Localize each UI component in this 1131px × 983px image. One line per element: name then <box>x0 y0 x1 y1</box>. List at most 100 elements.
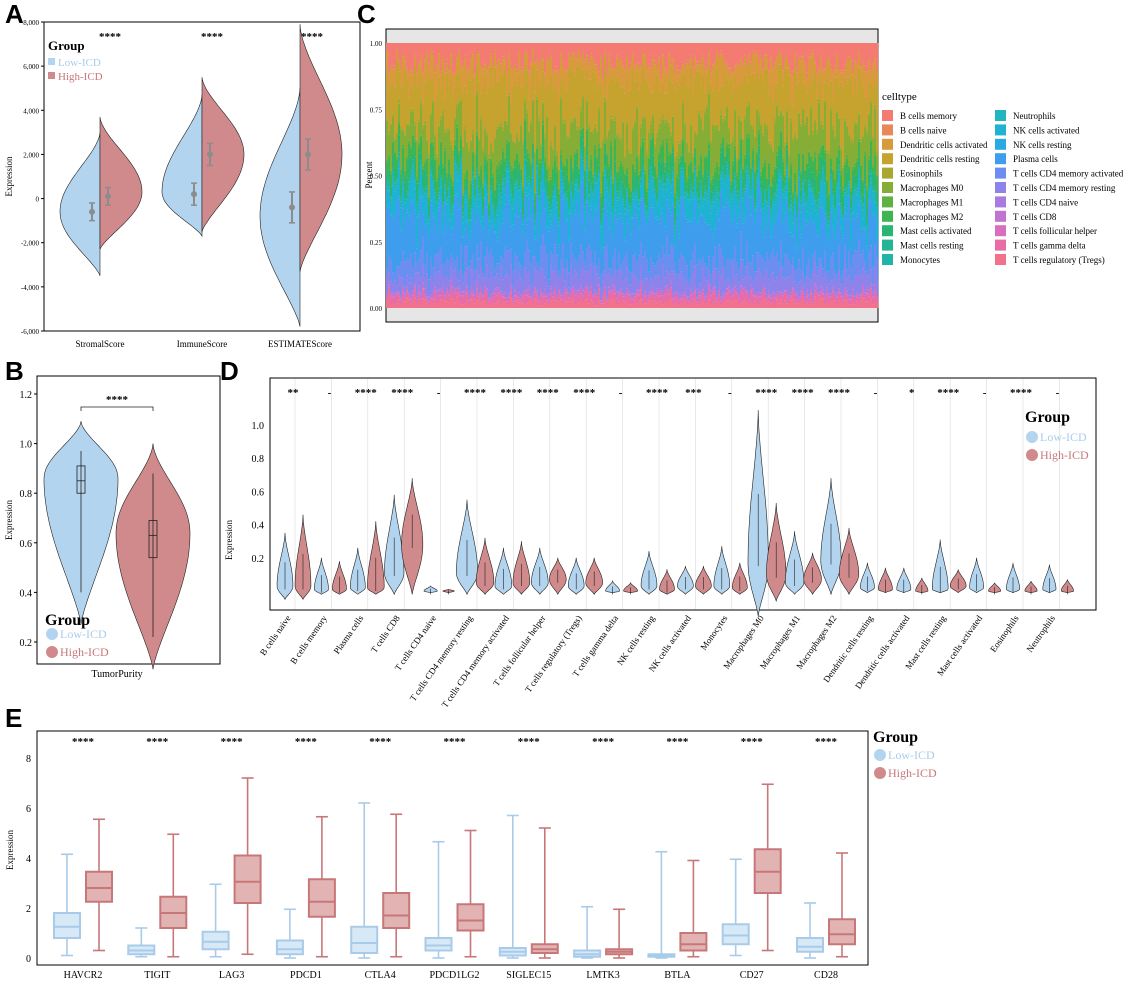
stacked-bar-segment <box>808 43 811 57</box>
stacked-bar-segment <box>776 104 779 107</box>
stacked-bar-segment <box>686 297 689 299</box>
stacked-bar-segment <box>496 80 499 127</box>
stacked-bar-segment <box>818 194 821 200</box>
stacked-bar-segment <box>420 305 423 308</box>
stacked-bar-segment <box>736 185 739 192</box>
stacked-bar-segment <box>696 70 699 134</box>
stacked-bar-segment <box>460 164 463 187</box>
stacked-bar-segment <box>544 210 547 247</box>
stacked-bar-segment <box>524 295 527 305</box>
stacked-bar-segment <box>458 204 461 210</box>
stacked-bar-segment <box>560 259 563 276</box>
stacked-bar-segment <box>638 182 641 200</box>
stacked-bar-segment <box>620 136 623 141</box>
stacked-bar-segment <box>720 143 723 148</box>
stacked-bar-segment <box>516 204 519 257</box>
stacked-bar-segment <box>768 178 771 185</box>
stacked-bar-segment <box>704 110 707 114</box>
stacked-bar-segment <box>722 265 725 293</box>
stacked-bar-segment <box>398 61 401 72</box>
stacked-bar-segment <box>828 228 831 240</box>
stacked-bar-segment <box>496 204 499 208</box>
stacked-bar-segment <box>776 83 779 105</box>
stacked-bar-segment <box>472 133 475 152</box>
stacked-bar-segment <box>586 287 589 289</box>
stacked-bar-segment <box>768 193 771 204</box>
stacked-bar-segment <box>618 293 621 295</box>
stacked-bar-segment <box>614 210 617 216</box>
stacked-bar-segment <box>454 157 457 161</box>
stacked-bar-segment <box>592 280 595 295</box>
stacked-bar-segment <box>668 169 671 174</box>
stacked-bar-segment <box>690 161 693 175</box>
stacked-bar-segment <box>644 217 647 219</box>
stacked-bar-segment <box>718 291 721 293</box>
stacked-bar-segment <box>814 62 817 72</box>
stacked-bar-segment <box>582 140 585 158</box>
stacked-bar-segment <box>658 290 661 294</box>
stacked-bar-segment <box>582 160 585 165</box>
stacked-bar-segment <box>412 291 415 294</box>
stacked-bar-segment <box>600 246 603 250</box>
stacked-bar-segment <box>722 292 725 295</box>
stacked-bar-segment <box>466 92 469 142</box>
stacked-bar-segment <box>766 294 769 297</box>
stacked-bar-segment <box>630 299 633 305</box>
stacked-bar-segment <box>662 304 665 308</box>
stacked-bar-segment <box>754 277 757 293</box>
stacked-bar-segment <box>396 177 399 180</box>
stacked-bar-segment <box>578 288 581 291</box>
stacked-bar-segment <box>484 178 487 182</box>
stacked-bar-segment <box>502 43 505 57</box>
stacked-bar-segment <box>388 72 391 74</box>
stacked-bar-segment <box>776 186 779 190</box>
stacked-bar-segment <box>654 193 657 197</box>
stacked-bar-segment <box>468 43 471 68</box>
stacked-bar-segment <box>620 43 623 57</box>
stacked-bar-segment <box>644 190 647 204</box>
stacked-bar-segment <box>420 196 423 199</box>
stacked-bar-segment <box>560 297 563 300</box>
stacked-bar-segment <box>480 293 483 303</box>
stacked-bar-segment <box>786 277 789 290</box>
stacked-bar-segment <box>692 170 695 173</box>
stacked-bar-segment <box>604 170 607 176</box>
stacked-bar-segment <box>542 161 545 164</box>
stacked-bar-segment <box>686 43 689 60</box>
stacked-bar-segment <box>608 43 611 55</box>
stacked-bar-segment <box>724 43 727 62</box>
stacked-bar-segment <box>432 267 435 282</box>
stacked-bar-segment <box>574 153 577 159</box>
stacked-bar-segment <box>476 54 479 65</box>
stacked-bar-segment <box>464 55 467 60</box>
stacked-bar-segment <box>720 301 723 306</box>
stacked-bar-segment <box>516 183 519 192</box>
stacked-bar-segment <box>444 293 447 296</box>
stacked-bar-segment <box>680 143 683 157</box>
stacked-bar-segment <box>734 64 737 67</box>
stacked-bar-segment <box>670 180 673 185</box>
stacked-bar-segment <box>478 216 481 218</box>
stacked-bar-segment <box>716 179 719 188</box>
stacked-bar-segment <box>544 303 547 308</box>
stacked-bar-segment <box>696 304 699 308</box>
stacked-bar-segment <box>558 269 561 278</box>
stacked-bar-segment <box>642 117 645 138</box>
stacked-bar-segment <box>428 68 431 81</box>
stacked-bar-segment <box>584 287 587 292</box>
stacked-bar-segment <box>812 43 815 51</box>
stacked-bar-segment <box>676 173 679 178</box>
stacked-bar-segment <box>700 213 703 216</box>
stacked-bar-segment <box>606 135 609 139</box>
stacked-bar-segment <box>756 168 759 174</box>
stacked-bar-segment <box>754 171 757 173</box>
stacked-bar-segment <box>574 288 577 291</box>
stacked-bar-segment <box>412 161 415 167</box>
stacked-bar-segment <box>420 292 423 295</box>
stacked-bar-segment <box>550 56 553 76</box>
stacked-bar-segment <box>662 295 665 298</box>
stacked-bar-segment <box>650 256 653 279</box>
stacked-bar-segment <box>668 155 671 170</box>
stacked-bar-segment <box>508 142 511 162</box>
stacked-bar-segment <box>708 93 711 142</box>
